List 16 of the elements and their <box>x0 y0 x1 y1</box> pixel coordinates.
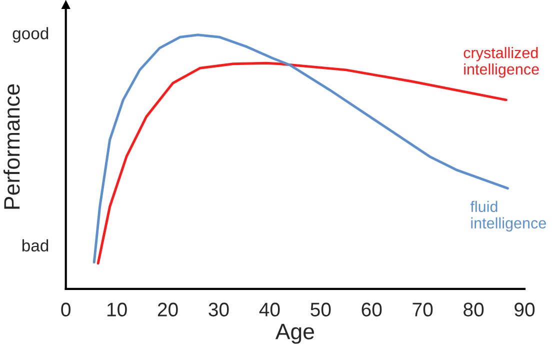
x-tick-label: 0 <box>61 302 70 316</box>
text: bad <box>22 239 48 252</box>
x-tick-label: 80 <box>464 302 484 316</box>
series-label: fluid intelligence <box>470 200 546 232</box>
x-tick-label: 90 <box>514 302 535 316</box>
x-tick-label: 50 <box>310 302 331 316</box>
x-tick-label: 10 <box>107 302 127 316</box>
series-label: crystallized intelligence <box>464 47 539 78</box>
x-tick-label: 30 <box>208 302 229 316</box>
x-tick-label: 20 <box>158 302 178 316</box>
x-tick-label: 70 <box>412 302 433 316</box>
y-axis-title: Performance <box>3 84 20 209</box>
text: good <box>12 27 48 43</box>
x-tick-label: 40 <box>259 302 280 316</box>
x-axis-title: Age <box>275 324 314 344</box>
x-tick-label: 60 <box>362 302 382 316</box>
